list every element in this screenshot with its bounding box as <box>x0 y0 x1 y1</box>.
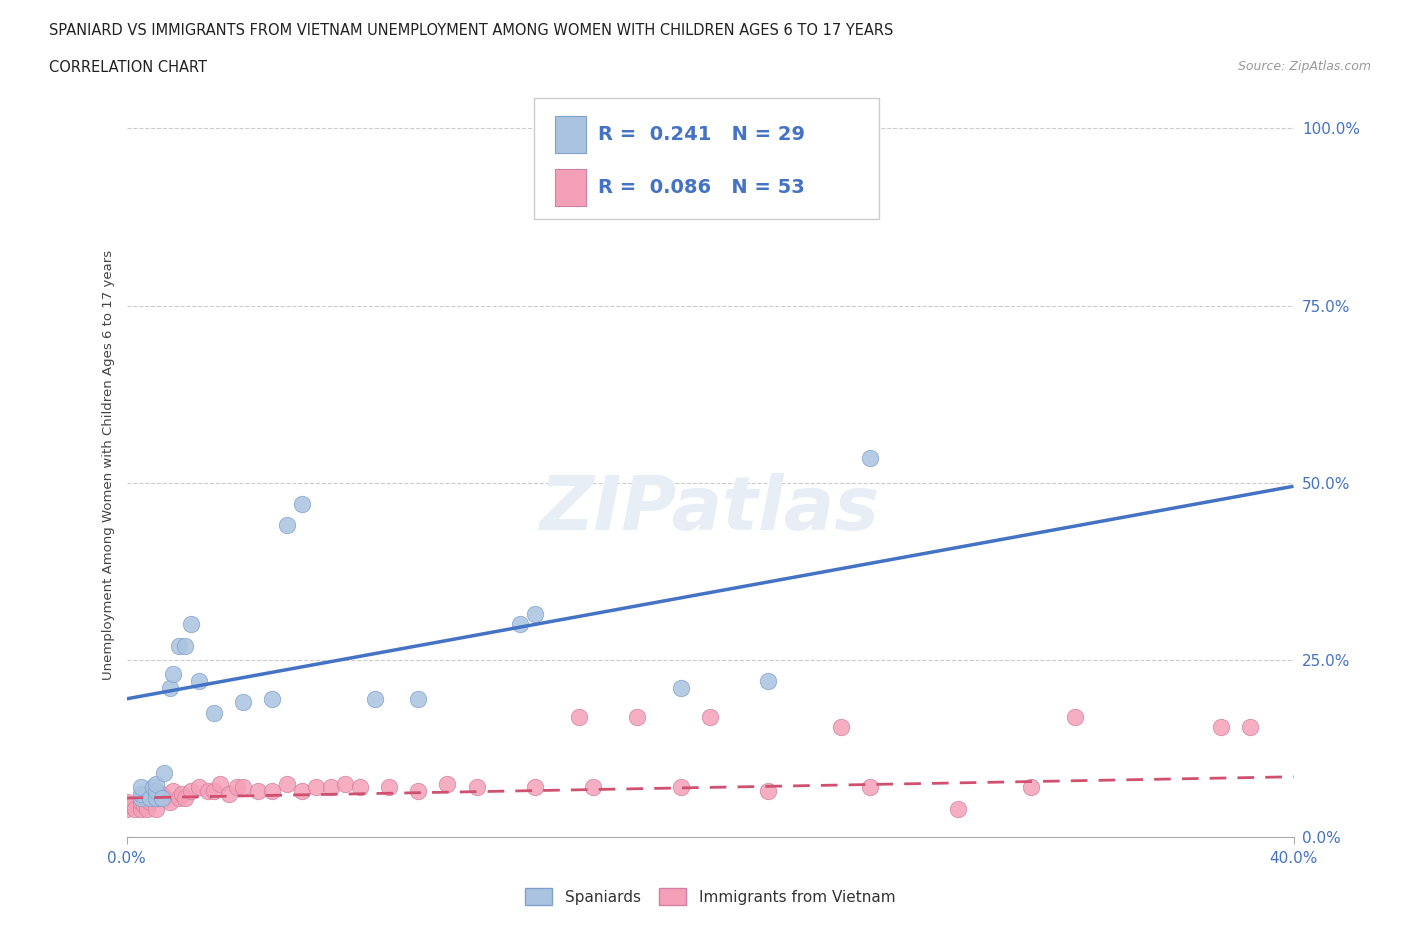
Point <box>162 783 184 798</box>
Point <box>1209 720 1232 735</box>
Point <box>115 802 138 817</box>
Point <box>246 783 269 798</box>
Point <box>129 794 152 809</box>
Point <box>202 783 225 798</box>
Point <box>946 802 969 817</box>
Point <box>276 518 298 533</box>
Point <box>159 794 181 809</box>
Point <box>115 794 138 809</box>
Point <box>290 497 312 512</box>
Point <box>408 691 430 706</box>
Point <box>188 780 211 795</box>
Point <box>139 794 162 809</box>
Point <box>159 681 181 696</box>
Point <box>408 783 430 798</box>
Text: CORRELATION CHART: CORRELATION CHART <box>49 60 207 75</box>
Text: Source: ZipAtlas.com: Source: ZipAtlas.com <box>1237 60 1371 73</box>
Point <box>150 790 173 805</box>
Point <box>218 787 240 802</box>
Point <box>132 798 155 813</box>
Point <box>167 638 190 653</box>
Point <box>145 790 167 805</box>
Point <box>568 709 591 724</box>
Point <box>859 450 882 465</box>
Point <box>180 783 202 798</box>
Point <box>153 790 176 805</box>
Point <box>208 777 231 791</box>
Text: R =  0.241   N = 29: R = 0.241 N = 29 <box>598 126 804 144</box>
Point <box>226 780 249 795</box>
Point <box>582 780 605 795</box>
Y-axis label: Unemployment Among Women with Children Ages 6 to 17 years: Unemployment Among Women with Children A… <box>103 250 115 680</box>
Point <box>142 780 165 795</box>
Point <box>319 780 342 795</box>
Point <box>1063 709 1085 724</box>
Point <box>129 790 152 805</box>
Point <box>305 780 328 795</box>
Text: SPANIARD VS IMMIGRANTS FROM VIETNAM UNEMPLOYMENT AMONG WOMEN WITH CHILDREN AGES : SPANIARD VS IMMIGRANTS FROM VIETNAM UNEM… <box>49 23 894 38</box>
Point <box>115 798 138 813</box>
Legend: Spaniards, Immigrants from Vietnam: Spaniards, Immigrants from Vietnam <box>519 883 901 911</box>
Point <box>436 777 458 791</box>
Point <box>756 783 779 798</box>
Point <box>363 691 385 706</box>
Point <box>626 709 648 724</box>
Point <box>859 780 882 795</box>
Point <box>335 777 357 791</box>
Point <box>262 783 284 798</box>
Point <box>174 638 197 653</box>
Point <box>162 667 184 682</box>
Point <box>188 673 211 688</box>
Point <box>129 780 152 795</box>
Point <box>145 777 167 791</box>
Point <box>465 780 488 795</box>
Point <box>349 780 371 795</box>
Point <box>136 802 159 817</box>
Point <box>669 780 692 795</box>
Point <box>859 121 882 136</box>
Text: ZIPatlas: ZIPatlas <box>540 473 880 546</box>
Point <box>756 673 779 688</box>
Point <box>150 787 173 802</box>
Text: R =  0.086   N = 53: R = 0.086 N = 53 <box>598 179 804 197</box>
Point <box>167 790 190 805</box>
Point <box>139 790 162 805</box>
Point <box>153 765 176 780</box>
Point <box>129 802 152 817</box>
Point <box>524 780 547 795</box>
Point <box>124 802 146 817</box>
Point <box>232 780 254 795</box>
Point <box>180 617 202 631</box>
Point <box>524 606 547 621</box>
Point <box>129 787 152 802</box>
Point <box>174 790 197 805</box>
Point <box>669 681 692 696</box>
Point <box>142 787 165 802</box>
Point <box>509 617 531 631</box>
Point <box>262 691 284 706</box>
Point <box>202 706 225 721</box>
Point <box>290 783 312 798</box>
Point <box>699 709 721 724</box>
Point <box>276 777 298 791</box>
Point <box>1019 780 1042 795</box>
Point <box>378 780 401 795</box>
Point <box>148 790 170 805</box>
Point <box>197 783 219 798</box>
Point <box>145 783 167 798</box>
Point <box>145 802 167 817</box>
Point <box>1239 720 1261 735</box>
Point <box>830 720 852 735</box>
Point <box>232 695 254 710</box>
Point <box>170 787 193 802</box>
